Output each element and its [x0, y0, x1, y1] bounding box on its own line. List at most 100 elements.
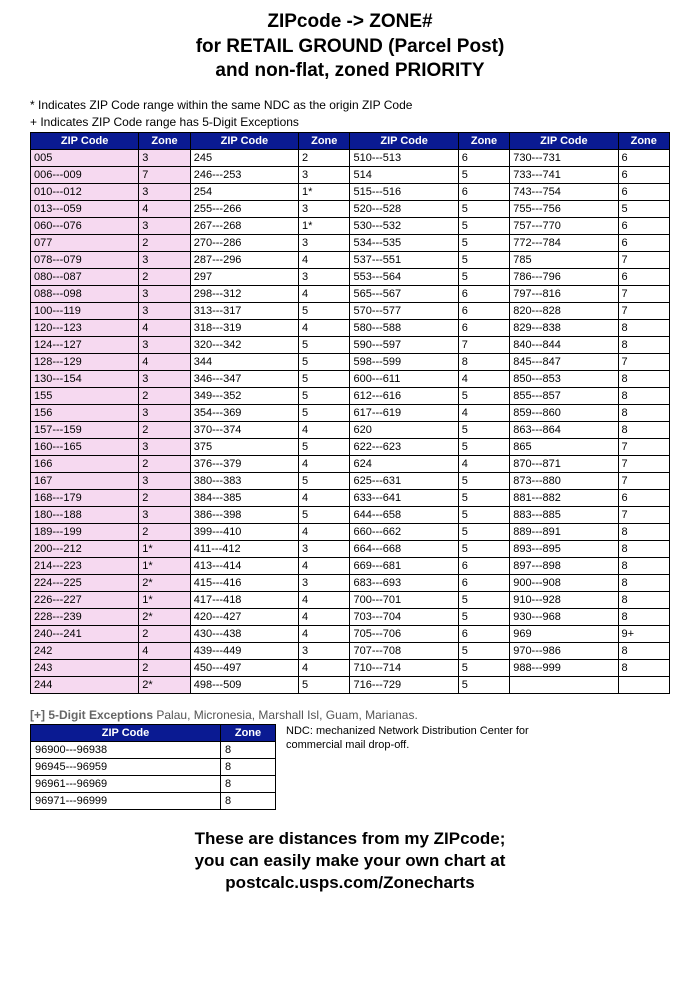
exceptions-table: ZIP Code Zone 96900---96938896945---9695…: [30, 724, 276, 810]
zip-cell: 320---342: [190, 337, 298, 354]
exc-col-zip: ZIP Code: [31, 725, 221, 742]
table-row: 2432450---4974710---7145988---9998: [31, 660, 670, 677]
exc-row: 96971---969998: [31, 793, 276, 810]
footer-line-1: These are distances from my ZIPcode;: [30, 828, 670, 850]
zip-cell: 155: [31, 388, 139, 405]
zone-cell: 2: [139, 626, 190, 643]
zone-cell: 5: [458, 473, 509, 490]
zip-cell: 644---658: [350, 507, 458, 524]
zone-cell: 3: [139, 473, 190, 490]
page-title: ZIPcode -> ZONE# for RETAIL GROUND (Parc…: [30, 10, 670, 84]
zip-cell: 664---668: [350, 541, 458, 558]
zip-cell: 226---227: [31, 592, 139, 609]
zone-cell: 2: [139, 490, 190, 507]
note-asterisk: * Indicates ZIP Code range within the sa…: [30, 98, 670, 112]
table-row: 2442*498---5095716---7295: [31, 677, 670, 694]
zip-cell: 240---241: [31, 626, 139, 643]
zip-cell: 124---127: [31, 337, 139, 354]
zone-cell: 3: [139, 252, 190, 269]
zip-cell: 881---882: [510, 490, 618, 507]
zone-cell: 8: [618, 388, 670, 405]
zone-cell: 6: [618, 235, 670, 252]
col-zone-3: Zone: [458, 133, 509, 150]
zip-cell: 157---159: [31, 422, 139, 439]
zone-cell: 4: [299, 320, 350, 337]
zip-cell: 270---286: [190, 235, 298, 252]
zone-cell: 8: [618, 422, 670, 439]
zone-cell: 7: [618, 439, 670, 456]
zip-cell: 420---427: [190, 609, 298, 626]
zone-cell: 5: [299, 371, 350, 388]
zip-cell: 705---706: [350, 626, 458, 643]
col-zone-4: Zone: [618, 133, 670, 150]
zip-cell: 189---199: [31, 524, 139, 541]
exceptions-section: [+] 5-Digit Exceptions Palau, Micronesia…: [30, 708, 670, 810]
exc-zone-cell: 8: [221, 759, 276, 776]
zip-cell: 624: [350, 456, 458, 473]
zip-cell: 413---414: [190, 558, 298, 575]
table-row: 124---1273320---3425590---5977840---8448: [31, 337, 670, 354]
exc-zip-cell: 96971---96999: [31, 793, 221, 810]
title-line-1: ZIPcode -> ZONE#: [30, 10, 670, 35]
zip-cell: 245: [190, 150, 298, 167]
zone-cell: 8: [618, 558, 670, 575]
zone-cell: 6: [458, 320, 509, 337]
exc-zip-cell: 96961---96969: [31, 776, 221, 793]
zone-cell: 5: [458, 524, 509, 541]
zip-cell: 214---223: [31, 558, 139, 575]
zone-cell: 8: [618, 524, 670, 541]
zip-cell: 700---701: [350, 592, 458, 609]
zone-cell: 5: [458, 269, 509, 286]
zip-cell: 850---853: [510, 371, 618, 388]
zone-cell: 5: [458, 507, 509, 524]
zip-cell: 772---784: [510, 235, 618, 252]
exc-zip-cell: 96900---96938: [31, 742, 221, 759]
zone-cell: 5: [458, 490, 509, 507]
zone-cell: 3: [139, 439, 190, 456]
zone-cell: 5: [299, 303, 350, 320]
zone-cell: 5: [458, 541, 509, 558]
zone-cell: 7: [618, 507, 670, 524]
exc-zone-cell: 8: [221, 742, 276, 759]
zone-cell: 3: [299, 541, 350, 558]
zip-cell: 450---497: [190, 660, 298, 677]
zone-cell: 5: [299, 507, 350, 524]
zip-cell: 346---347: [190, 371, 298, 388]
zip-cell: 228---239: [31, 609, 139, 626]
zone-cell: 8: [618, 337, 670, 354]
footer-line-2: you can easily make your own chart at: [30, 850, 670, 872]
zone-cell: 5: [458, 643, 509, 660]
zip-cell: 318---319: [190, 320, 298, 337]
zone-cell: 2*: [139, 677, 190, 694]
zip-cell: 180---188: [31, 507, 139, 524]
zone-cell: 4: [458, 456, 509, 473]
zone-cell: 5: [458, 609, 509, 626]
zone-cell: 5: [299, 473, 350, 490]
zone-cell: 4: [139, 320, 190, 337]
zone-cell: 4: [299, 456, 350, 473]
zip-cell: 370---374: [190, 422, 298, 439]
zip-cell: 514: [350, 167, 458, 184]
zone-cell: 3: [299, 167, 350, 184]
zip-cell: 349---352: [190, 388, 298, 405]
zone-cell: 4: [139, 643, 190, 660]
table-row: 157---1592370---37446205863---8648: [31, 422, 670, 439]
zip-cell: 168---179: [31, 490, 139, 507]
table-row: 168---1792384---3854633---6415881---8826: [31, 490, 670, 507]
table-row: 2424439---4493707---7085970---9868: [31, 643, 670, 660]
zone-cell: 5: [458, 252, 509, 269]
table-row: 189---1992399---4104660---6625889---8918: [31, 524, 670, 541]
zone-cell: 8: [618, 541, 670, 558]
zone-cell: 6: [618, 150, 670, 167]
exc-row: 96961---969698: [31, 776, 276, 793]
zip-cell: 859---860: [510, 405, 618, 422]
zip-cell: 669---681: [350, 558, 458, 575]
exceptions-sub: Palau, Micronesia, Marshall Isl, Guam, M…: [156, 708, 417, 722]
exceptions-header: [+] 5-Digit Exceptions Palau, Micronesia…: [30, 708, 670, 722]
table-row: 160---16533755622---62358657: [31, 439, 670, 456]
zone-cell: 5: [299, 405, 350, 422]
zone-cell: 5: [299, 337, 350, 354]
zone-cell: 5: [458, 218, 509, 235]
zone-cell: 8: [618, 592, 670, 609]
col-zone-1: Zone: [139, 133, 190, 150]
